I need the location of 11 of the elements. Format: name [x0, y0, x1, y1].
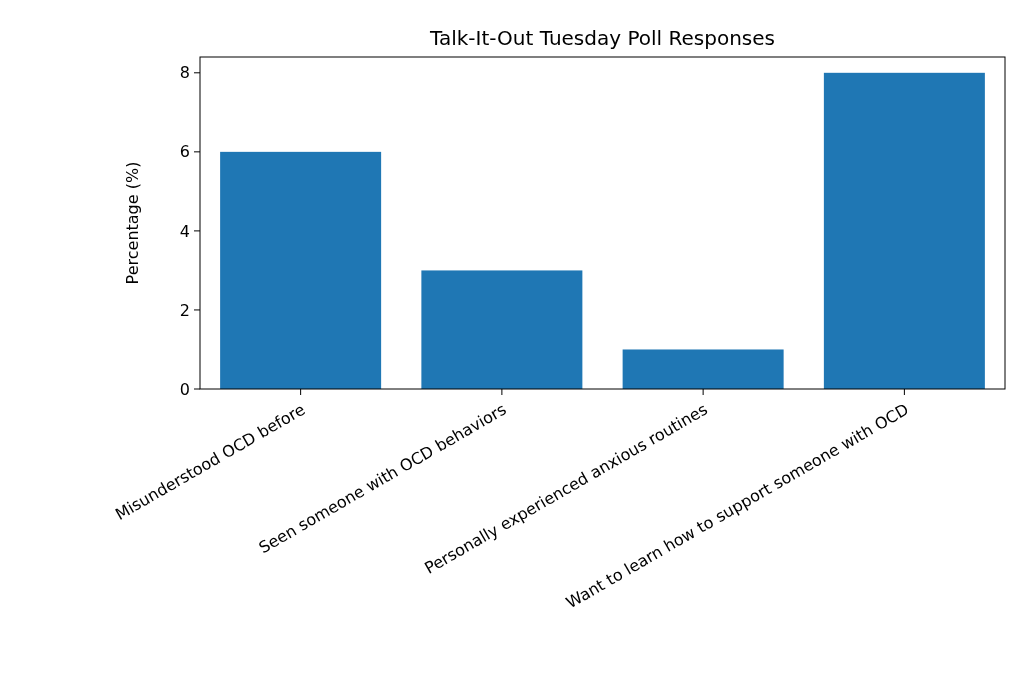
bar	[622, 349, 784, 389]
y-tick-label: 4	[179, 221, 190, 241]
bar	[220, 151, 382, 389]
y-tick-label: 2	[179, 300, 190, 320]
y-tick-label: 8	[179, 63, 190, 83]
chart-title: Talk-It-Out Tuesday Poll Responses	[429, 26, 775, 50]
y-tick-label: 0	[179, 379, 190, 399]
y-axis-title: Percentage (%)	[123, 161, 142, 285]
y-tick-label: 6	[179, 142, 190, 162]
bar	[823, 72, 985, 389]
bar	[421, 270, 583, 389]
